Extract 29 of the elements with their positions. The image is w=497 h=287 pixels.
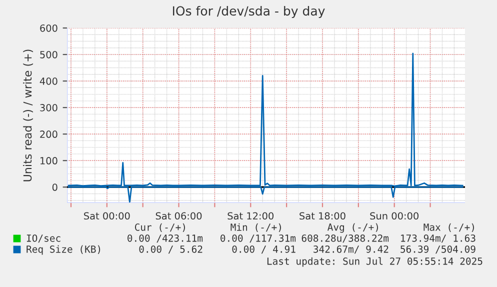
x-tick-label: Sun 00:00 bbox=[370, 212, 418, 220]
text: 173.94m/ 1.63 bbox=[401, 234, 476, 243]
text: 0.00 / 4.91 bbox=[232, 245, 296, 254]
legend-label: Req Size (KB) bbox=[26, 245, 100, 255]
text: 0.00 /423.11m bbox=[128, 234, 203, 243]
text: Min (-/+) bbox=[230, 223, 281, 232]
y-tick-label: 400 bbox=[40, 78, 58, 85]
text: Cur (-/+) bbox=[134, 223, 185, 232]
text: 342.67m/ 9.42 bbox=[314, 245, 388, 254]
y-tick-label: 300 bbox=[40, 104, 58, 112]
x-tick-label: Sat 18:00 bbox=[300, 212, 346, 220]
text: Max (-/+) bbox=[424, 223, 474, 232]
legend-label: IO/sec bbox=[26, 234, 60, 243]
text: Last update: Sun Jul 27 05:55:14 2025 bbox=[267, 257, 482, 267]
text: 0.00 /117.31m bbox=[220, 234, 296, 243]
y-tick-label: 600 bbox=[40, 24, 58, 32]
text: 608.28u/388.22m bbox=[302, 234, 389, 243]
chart-title: IOs for /dev/sda - by day bbox=[172, 6, 325, 18]
text: 0.00 / 5.62 bbox=[139, 245, 202, 254]
y-tick-label: 500 bbox=[40, 50, 58, 58]
x-tick-label: Sat 06:00 bbox=[156, 212, 202, 220]
x-tick-label: Sat 00:00 bbox=[84, 212, 130, 220]
y-tick-label: 200 bbox=[40, 130, 58, 138]
y-tick-label: 100 bbox=[40, 157, 58, 164]
x-tick-label: Sat 12:00 bbox=[228, 212, 274, 220]
text: 56.39 /504.09 bbox=[400, 245, 476, 254]
y-axis-title: Units read (-) / write (+) bbox=[23, 50, 34, 182]
y-tick-label: 0 bbox=[52, 184, 58, 191]
text: Avg (-/+) bbox=[328, 223, 378, 233]
